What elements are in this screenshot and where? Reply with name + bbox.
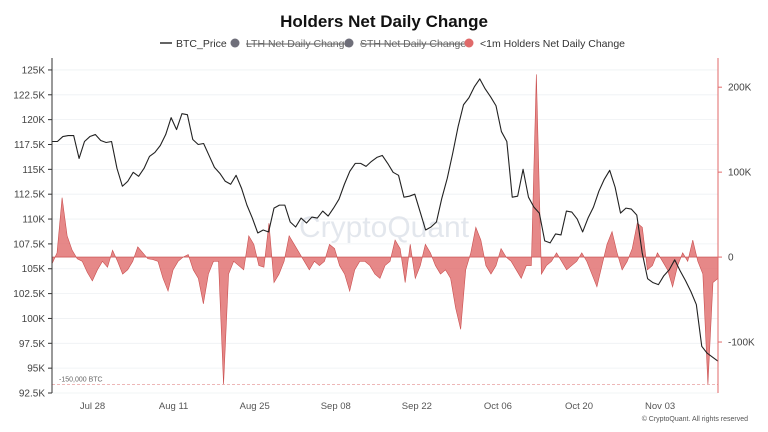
left-axis-tick-label: 115K	[22, 165, 45, 176]
x-axis-tick-label: Aug 11	[159, 401, 188, 412]
axes: 125K 122.5K 120K 117.5K 115K 112.5K 110K 107.5K…	[13, 58, 755, 412]
left-axis-tick-label: 112.5K	[14, 190, 45, 201]
right-axis-tick-label: 100K	[728, 168, 752, 179]
legend: BTC_Price LTH Net Daily Change STH Net Dai…	[160, 38, 625, 50]
legend-swatch-dot	[464, 38, 474, 48]
right-axis-tick-label: 0	[728, 253, 734, 264]
legend-item-2: STH Net Daily Change	[344, 38, 466, 50]
left-axis-tick-label: 107.5K	[13, 239, 45, 250]
right-axis-tick-label: -100K	[728, 338, 755, 349]
chart-title: Holders Net Daily Change	[280, 12, 488, 31]
x-axis-tick-label: Sep 08	[321, 401, 351, 412]
left-axis-tick-label: 100K	[22, 314, 46, 325]
series-line-btc-price	[52, 78, 719, 362]
reference-line-label: -150,000 BTC	[59, 377, 103, 384]
reference-line-group: -150,000 BTC	[52, 377, 718, 385]
left-axis-tick-label: 120K	[22, 115, 46, 126]
legend-swatch-dot	[344, 38, 354, 48]
credit-text: © CryptoQuant. All rights reserved	[642, 415, 748, 423]
left-axis-tick-label: 95K	[27, 364, 45, 375]
net-change-area-layer	[51, 74, 719, 385]
x-axis-tick-label: Jul 28	[80, 401, 105, 412]
legend-swatch-dot	[230, 38, 240, 48]
left-axis-tick-label: 102.5K	[13, 289, 45, 300]
legend-item-1: LTH Net Daily Change	[230, 38, 350, 50]
x-axis-tick-label: Aug 25	[240, 401, 270, 412]
legend-label: BTC_Price	[176, 38, 227, 50]
series-area-under-1m-holders	[51, 74, 719, 385]
left-axis-tick-label: 105K	[22, 264, 46, 275]
legend-label: STH Net Daily Change	[360, 38, 466, 50]
watermark: CryptoQuant	[299, 211, 470, 244]
grid	[52, 69, 718, 394]
legend-label: LTH Net Daily Change	[246, 38, 350, 50]
price-line-layer	[52, 78, 719, 362]
left-axis-tick-label: 92.5K	[19, 389, 45, 400]
right-axis-tick-label: 200K	[728, 83, 752, 94]
left-axis-tick-label: 110K	[22, 215, 45, 226]
x-axis-tick-label: Oct 20	[565, 401, 593, 412]
left-axis-tick-label: 97.5K	[19, 339, 45, 350]
x-axis-tick-label: Sep 22	[402, 401, 432, 412]
left-axis-tick-label: 125K	[22, 65, 46, 76]
legend-label: <1m Holders Net Daily Change	[480, 38, 625, 50]
left-axis-tick-label: 117.5K	[14, 140, 45, 151]
legend-item-0: BTC_Price	[160, 38, 227, 50]
x-axis-tick-label: Oct 06	[484, 401, 512, 412]
legend-item-3: <1m Holders Net Daily Change	[464, 38, 625, 50]
left-axis-tick-label: 122.5K	[13, 90, 45, 101]
x-axis-tick-label: Nov 03	[645, 401, 675, 412]
